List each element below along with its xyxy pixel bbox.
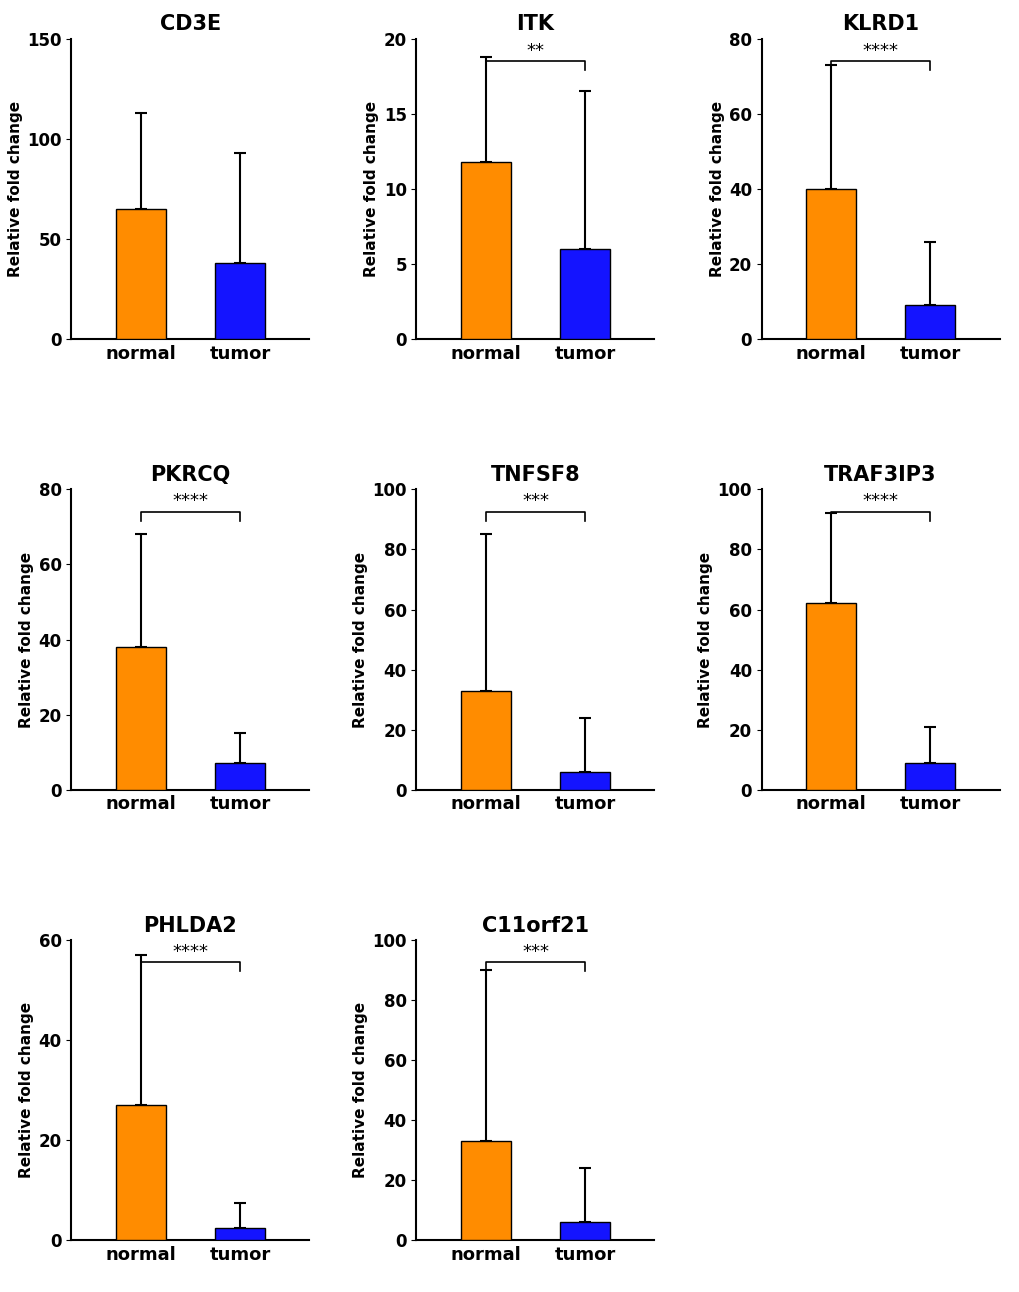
Y-axis label: Relative fold change: Relative fold change bbox=[8, 101, 23, 276]
Bar bbox=[559, 1222, 609, 1240]
Y-axis label: Relative fold change: Relative fold change bbox=[353, 1003, 368, 1178]
Bar bbox=[215, 764, 265, 789]
Title: PHLDA2: PHLDA2 bbox=[144, 916, 237, 935]
Title: TNFSF8: TNFSF8 bbox=[490, 465, 580, 484]
Bar bbox=[905, 305, 954, 340]
Bar bbox=[805, 603, 855, 789]
Title: ITK: ITK bbox=[516, 14, 554, 35]
Text: ****: **** bbox=[862, 41, 898, 59]
Bar bbox=[559, 249, 609, 340]
Y-axis label: Relative fold change: Relative fold change bbox=[19, 1003, 35, 1178]
Title: TRAF3IP3: TRAF3IP3 bbox=[823, 465, 935, 484]
Text: ***: *** bbox=[522, 943, 548, 961]
Text: ****: **** bbox=[172, 943, 208, 961]
Bar bbox=[461, 162, 511, 340]
Text: **: ** bbox=[526, 41, 544, 59]
Bar bbox=[215, 264, 265, 340]
Bar bbox=[805, 189, 855, 340]
Title: PKRCQ: PKRCQ bbox=[150, 465, 230, 484]
Text: ****: **** bbox=[862, 492, 898, 510]
Bar bbox=[559, 771, 609, 789]
Y-axis label: Relative fold change: Relative fold change bbox=[353, 552, 368, 727]
Title: C11orf21: C11orf21 bbox=[481, 916, 589, 935]
Bar bbox=[116, 647, 165, 789]
Y-axis label: Relative fold change: Relative fold change bbox=[364, 101, 379, 276]
Bar bbox=[116, 1105, 165, 1240]
Bar bbox=[461, 1141, 511, 1240]
Bar bbox=[461, 691, 511, 789]
Bar bbox=[215, 1227, 265, 1240]
Y-axis label: Relative fold change: Relative fold change bbox=[19, 552, 35, 727]
Title: KLRD1: KLRD1 bbox=[842, 14, 918, 35]
Y-axis label: Relative fold change: Relative fold change bbox=[698, 552, 712, 727]
Bar bbox=[116, 209, 165, 340]
Y-axis label: Relative fold change: Relative fold change bbox=[709, 101, 723, 276]
Text: ****: **** bbox=[172, 492, 208, 510]
Bar bbox=[905, 762, 954, 789]
Text: ***: *** bbox=[522, 492, 548, 510]
Title: CD3E: CD3E bbox=[160, 14, 221, 35]
